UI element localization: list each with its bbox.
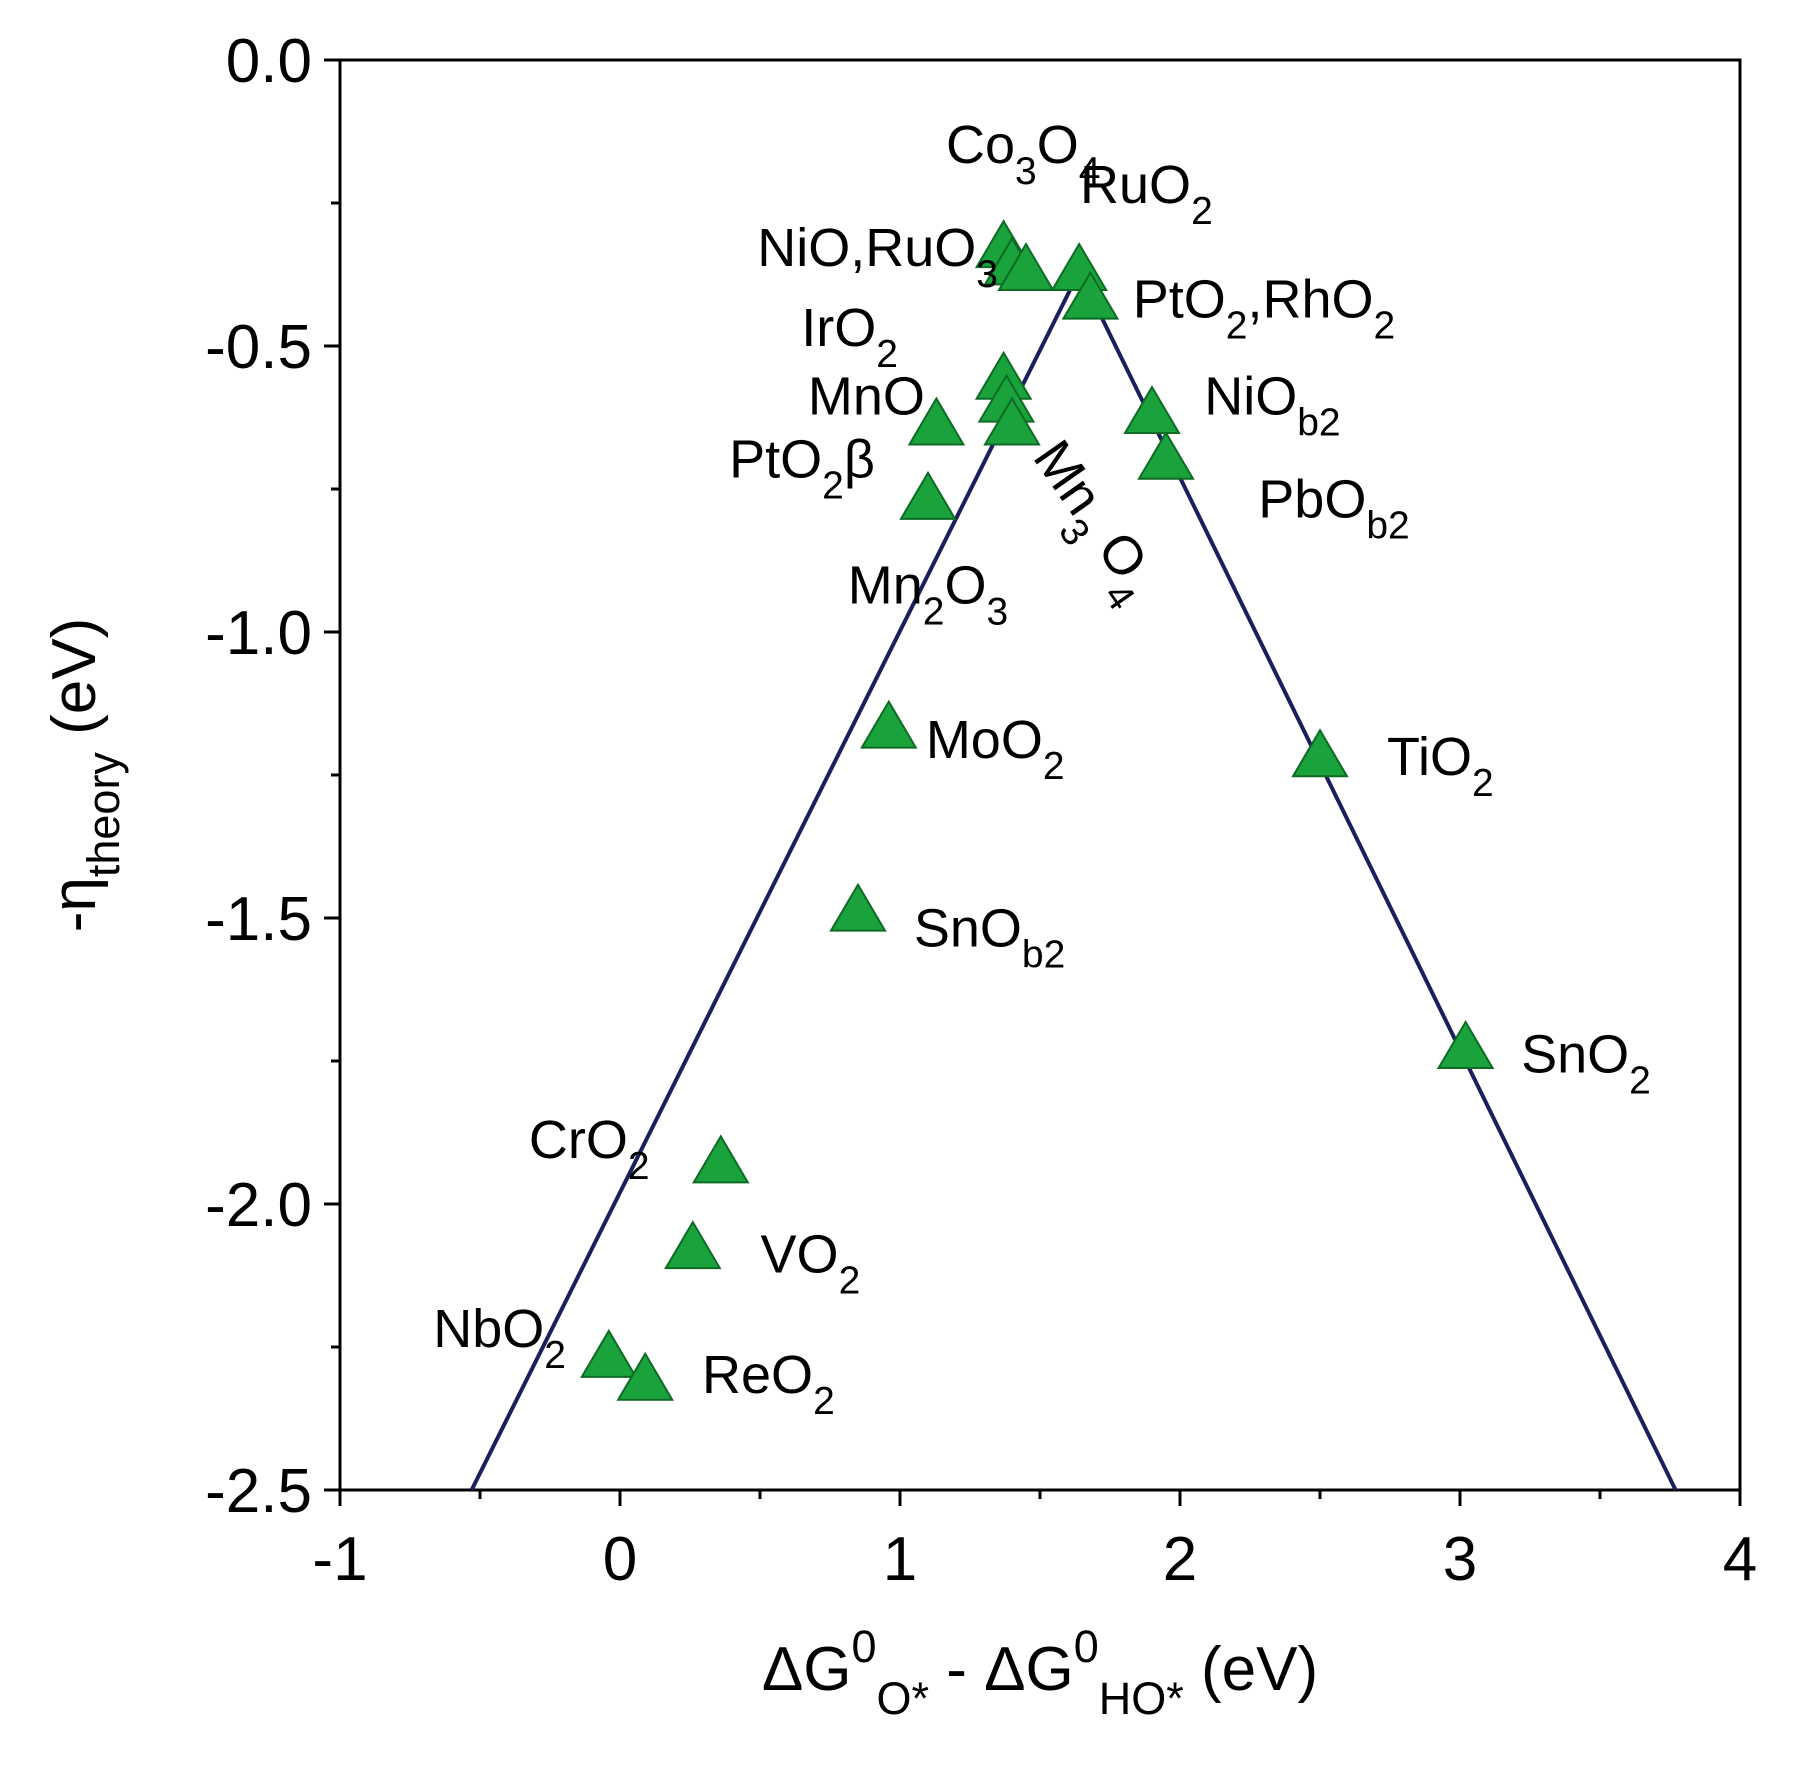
data-point	[899, 470, 957, 520]
x-tick-label: 0	[603, 1525, 637, 1594]
point-label: PtO2β	[729, 430, 875, 508]
x-tick-label: 1	[883, 1525, 917, 1594]
x-tick-label: 3	[1443, 1525, 1477, 1594]
data-point	[907, 396, 966, 446]
point-label: SnOb2	[914, 899, 1065, 977]
data-point	[1061, 270, 1120, 320]
data-points	[580, 219, 1495, 1401]
point-label: NbO2	[433, 1299, 566, 1377]
data-point	[1436, 1019, 1495, 1069]
point-label: VO2	[761, 1225, 861, 1303]
axis-tick-labels: -1 0 1 2 3 4 0.0 -0.5 -1.0 -1.5 -2.0 -2.5	[205, 27, 1757, 1594]
point-label: RuO2	[1080, 155, 1213, 233]
data-point	[1291, 728, 1349, 778]
point-label: TiO2	[1387, 727, 1494, 805]
data-point	[1123, 385, 1181, 435]
data-point	[983, 396, 1041, 446]
y-tick-label: -2.0	[205, 1171, 312, 1240]
y-axis-title: -ηtheory (eV)	[40, 618, 129, 933]
point-label: NiO,RuO3	[757, 218, 998, 296]
point-label: CrO2	[529, 1110, 650, 1188]
x-tick-label: 4	[1723, 1525, 1757, 1594]
point-label: PbOb2	[1258, 470, 1409, 548]
point-label: IrO2	[801, 298, 898, 376]
y-tick-label: -2.5	[205, 1457, 312, 1526]
point-label: MoO2	[926, 710, 1065, 788]
data-point	[1137, 430, 1195, 480]
point-label: SnO2	[1521, 1024, 1651, 1102]
y-tick-label: -0.5	[205, 313, 312, 382]
data-point	[692, 1134, 750, 1184]
point-label: Co3O4	[946, 115, 1100, 193]
y-tick-label: -1.0	[205, 599, 312, 668]
axis-ticks	[324, 58, 1742, 1506]
y-tick-label: 0.0	[226, 27, 312, 96]
data-point	[829, 882, 887, 932]
point-label: NiOb2	[1204, 367, 1340, 445]
data-point	[616, 1351, 674, 1401]
point-label: MnO	[808, 367, 925, 427]
data-point	[1050, 242, 1108, 292]
data-point	[997, 242, 1055, 292]
point-label: PtO2,RhO2	[1133, 269, 1395, 347]
data-point	[664, 1220, 722, 1270]
data-point	[860, 699, 918, 749]
x-axis-title: ΔG0O* - ΔG0HO* (eV)	[762, 1621, 1318, 1724]
x-tick-label: -1	[312, 1525, 367, 1594]
point-label: ReO2	[702, 1345, 835, 1423]
data-point	[580, 1328, 638, 1378]
y-tick-label: -1.5	[205, 885, 312, 954]
point-label: Mn2O3	[848, 555, 1008, 633]
point-label: Mn3 O4	[1007, 430, 1172, 618]
x-tick-label: 2	[1163, 1525, 1197, 1594]
